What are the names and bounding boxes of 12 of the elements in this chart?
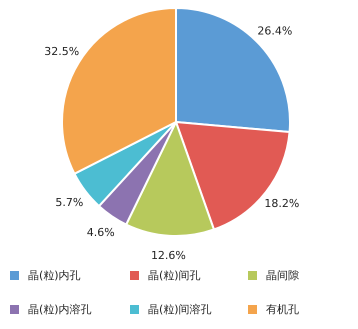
legend-label: 晶(粒)间溶孔 (148, 303, 212, 316)
data-label: 4.6% (86, 226, 115, 239)
data-label: 18.2% (264, 197, 300, 210)
data-label: 32.5% (44, 44, 80, 58)
legend-label: 有机孔 (266, 303, 299, 316)
legend-label: 晶(粒)内溶孔 (28, 303, 92, 316)
legend-label: 晶(粒)间孔 (148, 269, 201, 282)
legend-label: 晶间隙 (266, 269, 299, 282)
legend-label: 晶(粒)内孔 (28, 269, 81, 282)
data-label: 12.6% (150, 248, 186, 262)
data-label: 26.4% (257, 24, 292, 38)
data-label: 5.7% (55, 196, 84, 210)
